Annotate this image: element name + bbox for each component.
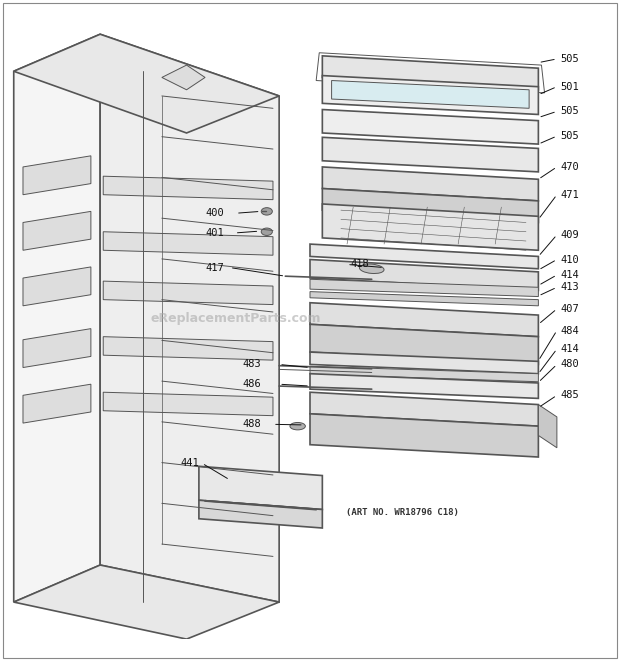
Text: 410: 410 bbox=[560, 254, 578, 264]
Polygon shape bbox=[310, 292, 538, 306]
Polygon shape bbox=[23, 329, 91, 368]
Polygon shape bbox=[310, 366, 538, 382]
Polygon shape bbox=[104, 392, 273, 416]
Text: 413: 413 bbox=[560, 282, 578, 292]
Text: 505: 505 bbox=[560, 131, 578, 141]
Polygon shape bbox=[14, 34, 279, 133]
Polygon shape bbox=[104, 281, 273, 305]
Polygon shape bbox=[332, 81, 529, 108]
Polygon shape bbox=[199, 500, 322, 528]
Polygon shape bbox=[310, 279, 538, 297]
Text: 470: 470 bbox=[560, 162, 578, 172]
Polygon shape bbox=[310, 373, 538, 399]
Text: 486: 486 bbox=[242, 379, 261, 389]
Ellipse shape bbox=[290, 422, 306, 430]
Polygon shape bbox=[199, 466, 322, 510]
Text: 505: 505 bbox=[560, 106, 578, 116]
Polygon shape bbox=[23, 212, 91, 251]
Text: 417: 417 bbox=[205, 262, 224, 272]
Polygon shape bbox=[23, 384, 91, 423]
Polygon shape bbox=[310, 303, 538, 336]
Polygon shape bbox=[310, 325, 538, 364]
Polygon shape bbox=[104, 336, 273, 360]
Polygon shape bbox=[322, 204, 538, 251]
Polygon shape bbox=[104, 232, 273, 255]
Ellipse shape bbox=[261, 228, 272, 235]
Polygon shape bbox=[538, 405, 557, 447]
Polygon shape bbox=[322, 110, 538, 144]
Polygon shape bbox=[14, 565, 279, 639]
Ellipse shape bbox=[261, 208, 272, 215]
Text: 471: 471 bbox=[560, 190, 578, 200]
Polygon shape bbox=[23, 156, 91, 195]
Text: 409: 409 bbox=[560, 230, 578, 240]
Polygon shape bbox=[310, 414, 538, 457]
Polygon shape bbox=[322, 56, 538, 90]
Text: 414: 414 bbox=[560, 270, 578, 280]
Polygon shape bbox=[322, 137, 538, 172]
Text: 488: 488 bbox=[242, 419, 261, 429]
Text: 485: 485 bbox=[560, 390, 578, 401]
Polygon shape bbox=[104, 176, 273, 200]
Text: 418: 418 bbox=[350, 260, 369, 270]
Text: 483: 483 bbox=[242, 360, 261, 369]
Text: 480: 480 bbox=[560, 360, 578, 369]
Polygon shape bbox=[322, 167, 538, 201]
Text: 505: 505 bbox=[560, 54, 578, 64]
Text: eReplacementParts.com: eReplacementParts.com bbox=[151, 311, 321, 325]
Polygon shape bbox=[14, 34, 100, 602]
Polygon shape bbox=[310, 260, 538, 290]
Polygon shape bbox=[310, 244, 538, 269]
Ellipse shape bbox=[360, 264, 384, 274]
Text: 441: 441 bbox=[180, 458, 199, 468]
Polygon shape bbox=[162, 65, 205, 90]
Text: 414: 414 bbox=[560, 344, 578, 354]
Polygon shape bbox=[310, 352, 538, 373]
Text: 407: 407 bbox=[560, 304, 578, 314]
Text: 401: 401 bbox=[205, 228, 224, 238]
Text: (ART NO. WR18796 C18): (ART NO. WR18796 C18) bbox=[346, 508, 459, 517]
Polygon shape bbox=[23, 267, 91, 306]
Polygon shape bbox=[322, 75, 538, 114]
Polygon shape bbox=[310, 392, 538, 426]
Text: 484: 484 bbox=[560, 325, 578, 336]
Text: 400: 400 bbox=[205, 208, 224, 218]
Text: 501: 501 bbox=[560, 82, 578, 92]
Polygon shape bbox=[100, 34, 279, 602]
Polygon shape bbox=[322, 188, 538, 223]
